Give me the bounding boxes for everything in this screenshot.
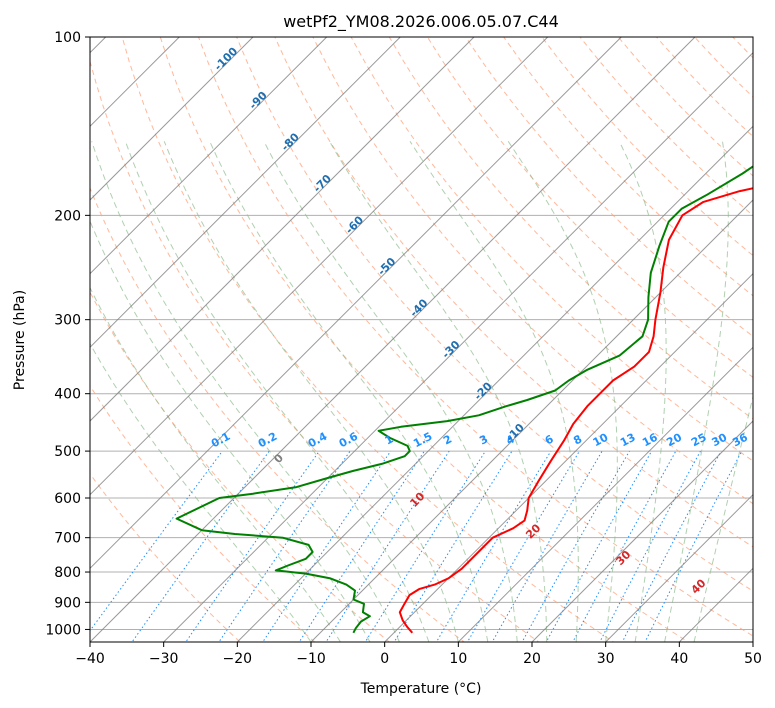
mixing-ratio-line: [572, 450, 677, 642]
skewed-isotherm: [90, 37, 401, 349]
x-axis-title: Temperature (°C): [360, 681, 482, 697]
mixing-ratio-line: [491, 450, 603, 642]
dry-adiabat: [159, 37, 690, 642]
skewed-isotherm: [531, 420, 753, 642]
y-tick-label: 400: [54, 387, 81, 403]
mixing-ratio-line: [262, 450, 392, 642]
skewed-isotherm: [90, 37, 549, 496]
y-tick-label: 100: [54, 30, 81, 46]
mixing-ratio-line: [218, 450, 351, 642]
mixing-ratio-label: 10: [591, 430, 611, 449]
moist-adiabat: [163, 141, 459, 642]
x-tick-label: 20: [523, 651, 541, 667]
moist-adiabat: [90, 286, 341, 642]
skewed-isotherm: [384, 272, 753, 642]
moist-adiabat: [409, 141, 579, 642]
plot-area: 0.1 0.2 0.4 0.6 1 1.5 2 3 4 6 8 10 13 16 20 25 30 36-100-…: [90, 37, 753, 642]
mixing-ratio-line: [599, 450, 701, 642]
y-tick-label: 500: [54, 444, 81, 460]
mixing-ratio-lines: [90, 450, 743, 642]
mixing-ratio-line: [393, 450, 513, 642]
dry-adiabat: [121, 37, 615, 642]
skewed-isotherm: [310, 199, 753, 642]
x-tick-label: 40: [670, 651, 688, 667]
mixing-ratio-label: 13: [618, 431, 638, 450]
y-tick-label: 700: [54, 531, 81, 547]
mixing-ratio-label: 36: [730, 431, 750, 450]
skewed-isotherm: [457, 346, 753, 642]
mixing-ratio-line: [298, 450, 425, 642]
mixing-ratio-label: 20: [664, 430, 684, 449]
mixing-ratio-label: 30: [710, 431, 730, 450]
y-tick-label: 300: [54, 313, 81, 329]
dry-adiabat: [236, 37, 753, 592]
dry-adiabat: [426, 37, 753, 378]
skewed-isotherm: [90, 37, 254, 201]
chart-title: wetPf2_YM08.2026.006.05.07.C44: [283, 12, 559, 32]
mixing-ratio-line: [435, 450, 552, 642]
x-tick-label: 50: [744, 651, 762, 667]
moist-adiabat: [507, 141, 618, 642]
y-tick-label: 600: [54, 491, 81, 507]
skewed-isotherm: [90, 37, 328, 275]
skewed-isotherm: [90, 37, 622, 570]
mixing-ratio-label: 25: [689, 431, 709, 450]
plot-frame: [89, 36, 754, 643]
y-tick-label: 800: [54, 565, 81, 581]
x-tick-label: 30: [597, 651, 615, 667]
x-tick-label: 10: [449, 651, 467, 667]
dewpoint-line: [175, 165, 753, 634]
x-tick-label: 0: [380, 651, 389, 667]
y-tick-label: 200: [54, 208, 81, 224]
dry-adiabat: [465, 37, 753, 338]
temperature-line: [398, 187, 753, 634]
moist-adiabat: [209, 141, 489, 642]
mixing-ratio-line: [325, 450, 450, 642]
dry-adiabat: [90, 384, 316, 642]
skewed-isotherm: [90, 37, 696, 642]
y-axis-title: Pressure (hPa): [12, 290, 28, 390]
skewed-isotherm: [236, 125, 753, 642]
x-tick-label: −40: [75, 651, 105, 667]
dry-adiabat: [90, 59, 540, 642]
y-tick-label: 1000: [45, 622, 81, 638]
moist-adiabat: [90, 342, 312, 642]
dry-adiabat: [350, 37, 753, 462]
mixing-ratio-line: [131, 450, 270, 642]
moist-adiabat: [618, 141, 667, 642]
moist-adiabats: [90, 141, 753, 642]
skewed-isotherms: [90, 37, 753, 642]
mixing-ratio-line: [545, 450, 653, 642]
x-axis: −40 −30 −20 −10 0 10 20 30 40 50: [75, 642, 762, 667]
x-tick-label: −30: [149, 651, 179, 667]
moist-adiabat: [664, 141, 729, 642]
mixing-ratio-line: [364, 450, 486, 642]
skewed-isotherm: [605, 493, 753, 642]
sounding-series: [175, 165, 753, 634]
moist-adiabat: [693, 394, 753, 642]
pressure-gridlines: [90, 37, 753, 630]
mixing-ratio-label: 16: [640, 431, 660, 450]
moist-adiabat: [124, 141, 430, 642]
moist-adiabat: [329, 141, 548, 642]
mixing-ratio-line: [466, 450, 580, 642]
skewed-isotherm: [90, 37, 475, 422]
y-axis: 1000 900 800 700 600 500 400 300 200 100: [45, 30, 90, 638]
x-tick-label: −10: [296, 651, 326, 667]
skewed-isotherm: [163, 51, 753, 642]
dry-adiabat: [197, 37, 753, 637]
x-tick-label: −20: [223, 651, 253, 667]
y-tick-label: 900: [54, 595, 81, 611]
